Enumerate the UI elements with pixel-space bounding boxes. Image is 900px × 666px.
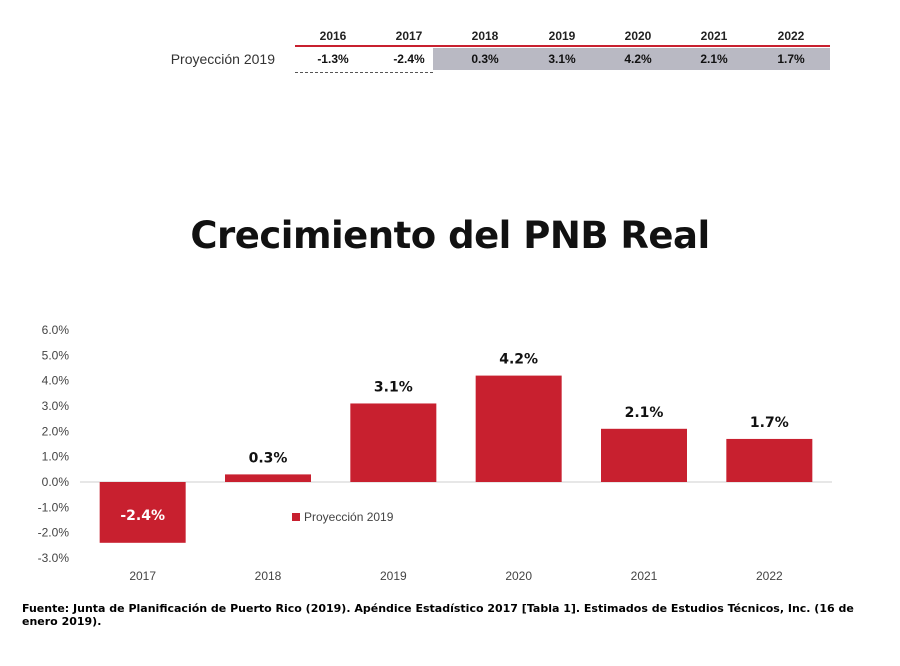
data-label: 2.1% — [625, 405, 664, 421]
table-header-cell: 2022 — [777, 29, 805, 43]
y-tick-label: 0.0% — [42, 475, 70, 489]
bar — [99, 482, 186, 543]
bar — [601, 428, 687, 482]
bar — [225, 474, 311, 482]
x-tick-label: 2017 — [129, 569, 156, 583]
table-cell: 4.2% — [624, 52, 652, 66]
table-cell: 2.1% — [700, 52, 728, 66]
x-tick-label: 2022 — [756, 569, 783, 583]
table-shaded-region — [433, 48, 830, 70]
data-label: 4.2% — [499, 352, 538, 368]
table-header-cell: 2021 — [700, 29, 728, 43]
table-header-divider — [295, 45, 830, 47]
projection-table: 2016 2017 2018 2019 2020 2021 2022 Proye… — [150, 27, 830, 77]
table-cell: 1.7% — [777, 52, 805, 66]
x-tick-label: 2019 — [380, 569, 407, 583]
data-label: 1.7% — [750, 415, 789, 431]
y-tick-label: 3.0% — [42, 399, 70, 413]
table-header-row: 2016 2017 2018 2019 2020 2021 2022 — [295, 27, 830, 45]
y-tick-label: 6.0% — [42, 323, 70, 337]
data-label: 0.3% — [249, 450, 288, 466]
table-cell: 3.1% — [548, 52, 576, 66]
x-tick-label: 2018 — [255, 569, 282, 583]
table-header-cell: 2018 — [471, 29, 499, 43]
legend-swatch — [292, 513, 300, 521]
y-tick-label: -3.0% — [38, 551, 70, 565]
y-tick-label: 4.0% — [42, 374, 70, 388]
table-cell: 0.3% — [471, 52, 499, 66]
table-header-cell: 2020 — [624, 29, 652, 43]
y-tick-label: 5.0% — [42, 348, 70, 362]
y-tick-label: 2.0% — [42, 424, 70, 438]
bar — [726, 438, 813, 482]
table-dotted-underline — [295, 72, 433, 73]
table-header-cell: 2016 — [319, 29, 347, 43]
table-cell: -1.3% — [317, 52, 349, 66]
table-cell: -2.4% — [393, 52, 425, 66]
bar-chart: 6.0% 5.0% 4.0% 3.0% 2.0% 1.0% 0.0% -1.0% -2.0% -3… — [38, 323, 832, 583]
data-label: 3.1% — [374, 379, 413, 395]
data-label: -2.4% — [120, 508, 165, 524]
y-tick-label: 1.0% — [42, 450, 70, 464]
y-tick-label: -1.0% — [38, 500, 70, 514]
table-header-cell: 2019 — [548, 29, 576, 43]
y-tick-label: -2.0% — [38, 526, 70, 540]
chart-title: Crecimiento del PNB Real — [190, 214, 710, 257]
table-row-label: Proyección 2019 — [170, 51, 275, 67]
bar — [350, 403, 437, 482]
source-footnote: Fuente: Junta de Planificación de Puerto… — [22, 602, 854, 628]
table-header-cell: 2017 — [395, 29, 423, 43]
x-tick-label: 2020 — [505, 569, 532, 583]
legend-label: Proyección 2019 — [304, 510, 394, 524]
x-tick-label: 2021 — [631, 569, 658, 583]
bar — [475, 375, 562, 482]
